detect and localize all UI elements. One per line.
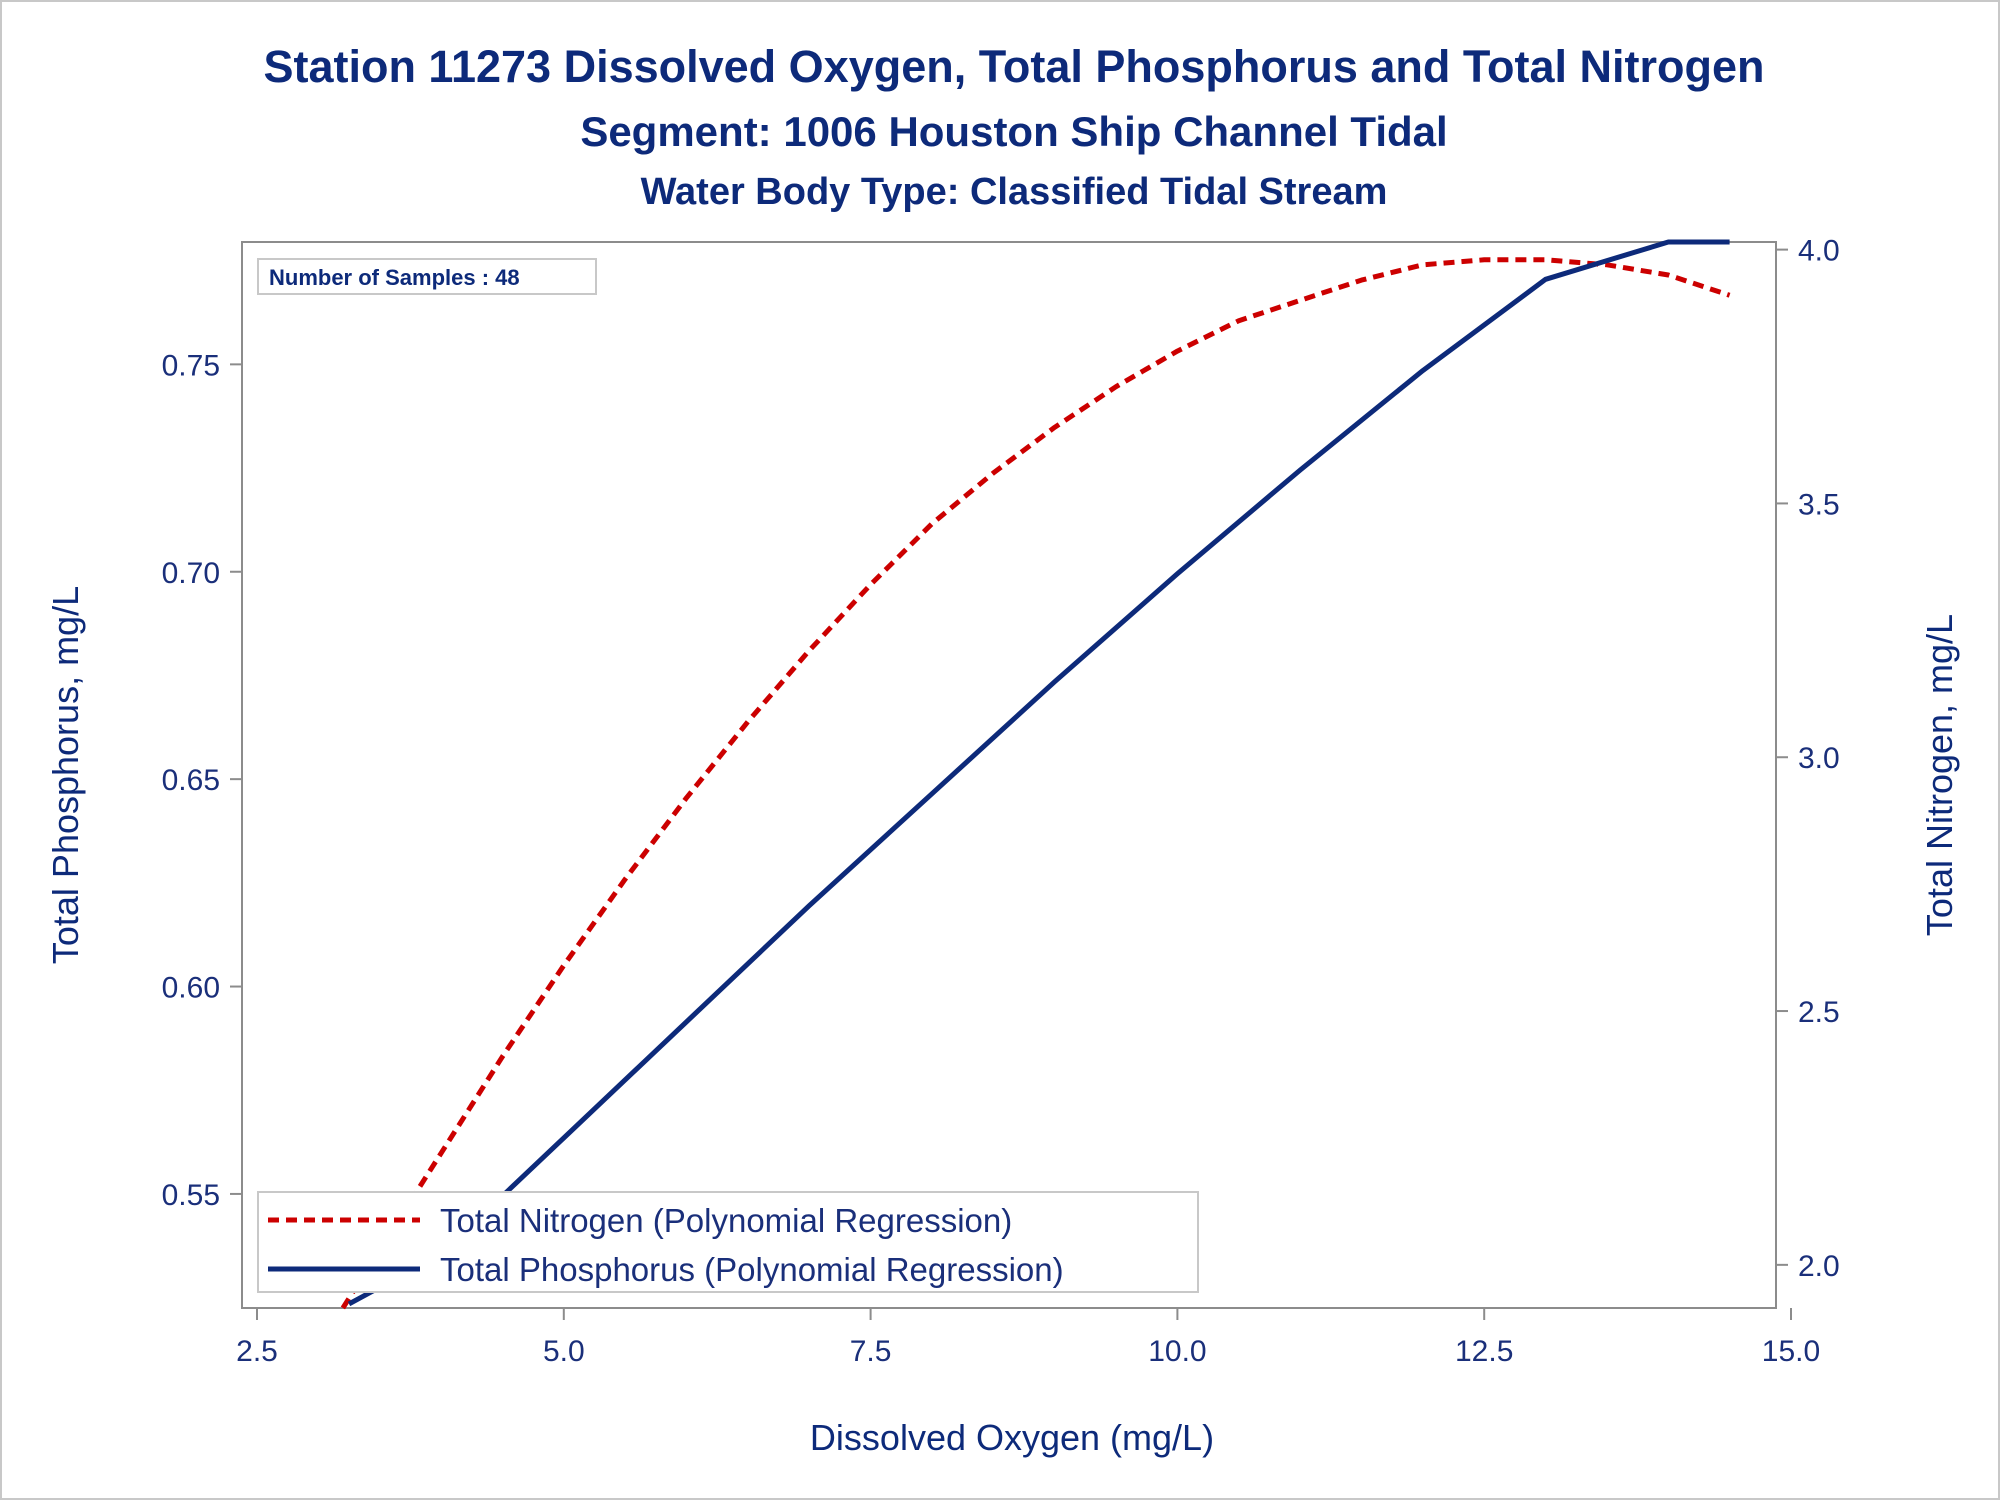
- legend-box: [257, 1191, 1199, 1293]
- legend: Total Nitrogen (Polynomial Regression) T…: [257, 1191, 1199, 1293]
- x-axis-title: Dissolved Oxygen (mg/L): [810, 1417, 1214, 1458]
- sample-count-note: Number of Samples : 48: [257, 258, 597, 295]
- plot-area: [241, 241, 1777, 1309]
- x-tick-label-4: 12.5: [1455, 1335, 1513, 1368]
- y-tick-label-1: 0.60: [162, 972, 220, 1005]
- series-line-phosphorus: [347, 239, 1730, 1307]
- y2-tick-label-2: 3.0: [1798, 742, 1840, 775]
- legend-label-nitrogen: Total Nitrogen (Polynomial Regression): [440, 1202, 1012, 1239]
- legend-label-phosphorus: Total Phosphorus (Polynomial Regression): [440, 1251, 1064, 1288]
- y2-tick-label-4: 4.0: [1798, 235, 1840, 268]
- y-axis-left: 0.55 0.60 0.65 0.70 0.75: [162, 349, 242, 1212]
- sample-count-box: [257, 258, 597, 295]
- x-tick-label-2: 7.5: [850, 1335, 892, 1368]
- y2-axis-title: Total Nitrogen, mg/L: [1919, 614, 1960, 936]
- y2-tick-label-1: 2.5: [1798, 996, 1840, 1029]
- series-layer: [340, 239, 1731, 1310]
- y-axis-title: Total Phosphorus, mg/L: [45, 586, 86, 964]
- sample-count-text: Number of Samples : 48: [269, 265, 520, 290]
- y-tick-label-2: 0.65: [162, 764, 220, 797]
- y2-tick-label-0: 2.0: [1798, 1250, 1840, 1283]
- y2-tick-label-3: 3.5: [1798, 488, 1840, 521]
- x-axis: 2.5 5.0 7.5 10.0 12.5 15.0: [236, 1308, 1820, 1368]
- y-tick-label-3: 0.70: [162, 557, 220, 590]
- chart-title: Station 11273 Dissolved Oxygen, Total Ph…: [263, 41, 1764, 92]
- y-tick-label-4: 0.75: [162, 349, 220, 382]
- x-tick-label-5: 15.0: [1762, 1335, 1820, 1368]
- y-tick-label-0: 0.55: [162, 1179, 220, 1212]
- y-axis-right: 2.0 2.5 3.0 3.5 4.0: [1776, 235, 1840, 1283]
- chart-subtitle: Segment: 1006 Houston Ship Channel Tidal: [580, 108, 1447, 155]
- series-line-nitrogen: [340, 257, 1731, 1310]
- x-tick-label-1: 5.0: [543, 1335, 585, 1368]
- x-tick-label-3: 10.0: [1148, 1335, 1206, 1368]
- chart-subtitle2: Water Body Type: Classified Tidal Stream: [641, 171, 1388, 213]
- x-tick-label-0: 2.5: [236, 1335, 278, 1368]
